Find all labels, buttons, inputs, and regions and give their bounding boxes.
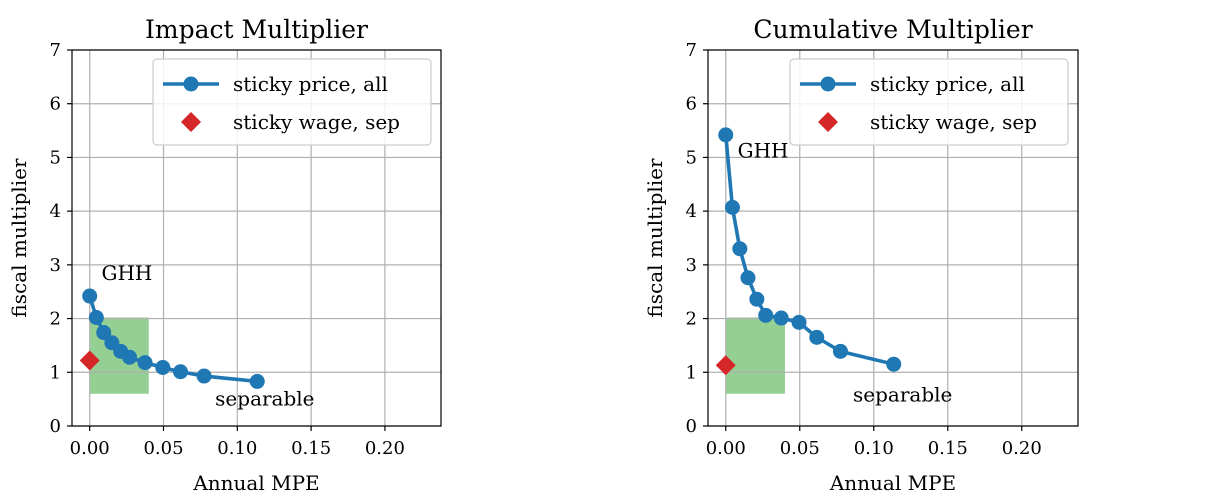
y-tick-label: 6 — [686, 94, 697, 115]
data-point-sticky-price — [773, 310, 789, 326]
data-point-sticky-price — [122, 349, 138, 365]
legend-marker-sticky-wage — [818, 112, 838, 132]
shaded-region — [725, 317, 785, 394]
legend-marker-sticky-price — [183, 76, 199, 92]
plot-frame — [71, 49, 442, 427]
annotation-separable: separable — [215, 387, 314, 411]
data-point-sticky-price — [732, 241, 748, 257]
y-tick-label: 3 — [50, 255, 61, 276]
data-point-sticky-price — [749, 291, 765, 307]
data-point-sticky-price — [740, 270, 756, 286]
annotation-ghh: GHH — [102, 261, 153, 285]
y-tick-label: 6 — [50, 94, 61, 115]
y-tick-label: 4 — [50, 201, 61, 222]
legend-label-sticky-wage: sticky wage, sep — [233, 110, 400, 134]
data-point-sticky-price — [155, 359, 171, 375]
x-tick-label: 0.20 — [1002, 438, 1042, 459]
legend-box — [789, 58, 1069, 146]
y-tick-label: 2 — [50, 309, 61, 330]
legend-label-sticky-wage: sticky wage, sep — [870, 110, 1037, 134]
data-point-sticky-price — [832, 343, 848, 359]
x-axis-label: Annual MPE — [192, 471, 319, 495]
x-tick-label: 0.00 — [706, 438, 746, 459]
x-tick-label: 0.10 — [854, 438, 894, 459]
x-axis-label: Annual MPE — [829, 471, 956, 495]
data-point-sticky-price — [82, 288, 98, 304]
legend-label-sticky-price: sticky price, all — [870, 72, 1025, 96]
data-point-sticky-price — [809, 329, 825, 345]
legend-label-sticky-price: sticky price, all — [233, 72, 388, 96]
data-point-sticky-price — [137, 355, 153, 371]
chart-title: Impact Multiplier — [145, 15, 368, 44]
x-tick-label: 0.15 — [928, 438, 968, 459]
annotation-ghh: GHH — [738, 138, 789, 162]
data-point-sticky-wage — [715, 355, 736, 376]
data-point-sticky-price — [96, 325, 112, 341]
chart-title: Cumulative Multiplier — [753, 15, 1032, 44]
legend: sticky price, all sticky wage, sep — [152, 58, 432, 146]
data-point-sticky-wage — [79, 350, 100, 371]
x-tick-label: 0.05 — [780, 438, 820, 459]
x-tick-label: 0.10 — [217, 438, 257, 459]
y-tick-label: 7 — [686, 40, 697, 61]
y-tick-label: 3 — [686, 255, 697, 276]
data-point-sticky-price — [724, 199, 740, 215]
cumulative-multiplier-panel: GHH separable 0.00 0.05 0.10 0.15 0.20 0 1 2 3 4 5 6 7… — [643, 15, 1079, 495]
y-tick-label: 1 — [686, 362, 697, 383]
y-tick-label: 7 — [50, 40, 61, 61]
data-point-sticky-price — [172, 364, 188, 380]
impact-multiplier-panel: GHH separable 0.00 0.05 0.10 0.15 0.20 0 1 2 3 4 5 6 7… — [7, 15, 442, 495]
legend-marker-sticky-price — [820, 76, 836, 92]
data-point-sticky-price — [88, 309, 104, 325]
y-tick-label: 4 — [686, 201, 697, 222]
y-tick-label: 2 — [686, 309, 697, 330]
y-tick-label: 1 — [50, 362, 61, 383]
x-tick-label: 0.00 — [70, 438, 110, 459]
annotation-separable: separable — [853, 382, 952, 406]
legend: sticky price, all sticky wage, sep — [789, 58, 1069, 146]
data-point-sticky-price — [196, 368, 212, 384]
data-point-sticky-price — [791, 314, 807, 330]
y-tick-label: 5 — [686, 147, 697, 168]
x-tick-label: 0.05 — [143, 438, 183, 459]
legend-marker-sticky-wage — [181, 112, 201, 132]
x-tick-label: 0.20 — [365, 438, 405, 459]
x-tick-label: 0.15 — [291, 438, 331, 459]
y-tick-label: 5 — [50, 147, 61, 168]
data-point-sticky-price — [249, 373, 265, 389]
y-tick-label: 0 — [686, 416, 697, 437]
y-tick-label: 0 — [50, 416, 61, 437]
y-axis-label: fiscal multiplier — [643, 158, 667, 318]
data-point-sticky-price — [758, 307, 774, 323]
data-point-sticky-price — [718, 127, 734, 143]
data-point-sticky-price — [886, 356, 902, 372]
y-axis-label: fiscal multiplier — [7, 158, 31, 318]
legend-box — [152, 58, 432, 146]
plot-frame — [707, 49, 1079, 427]
